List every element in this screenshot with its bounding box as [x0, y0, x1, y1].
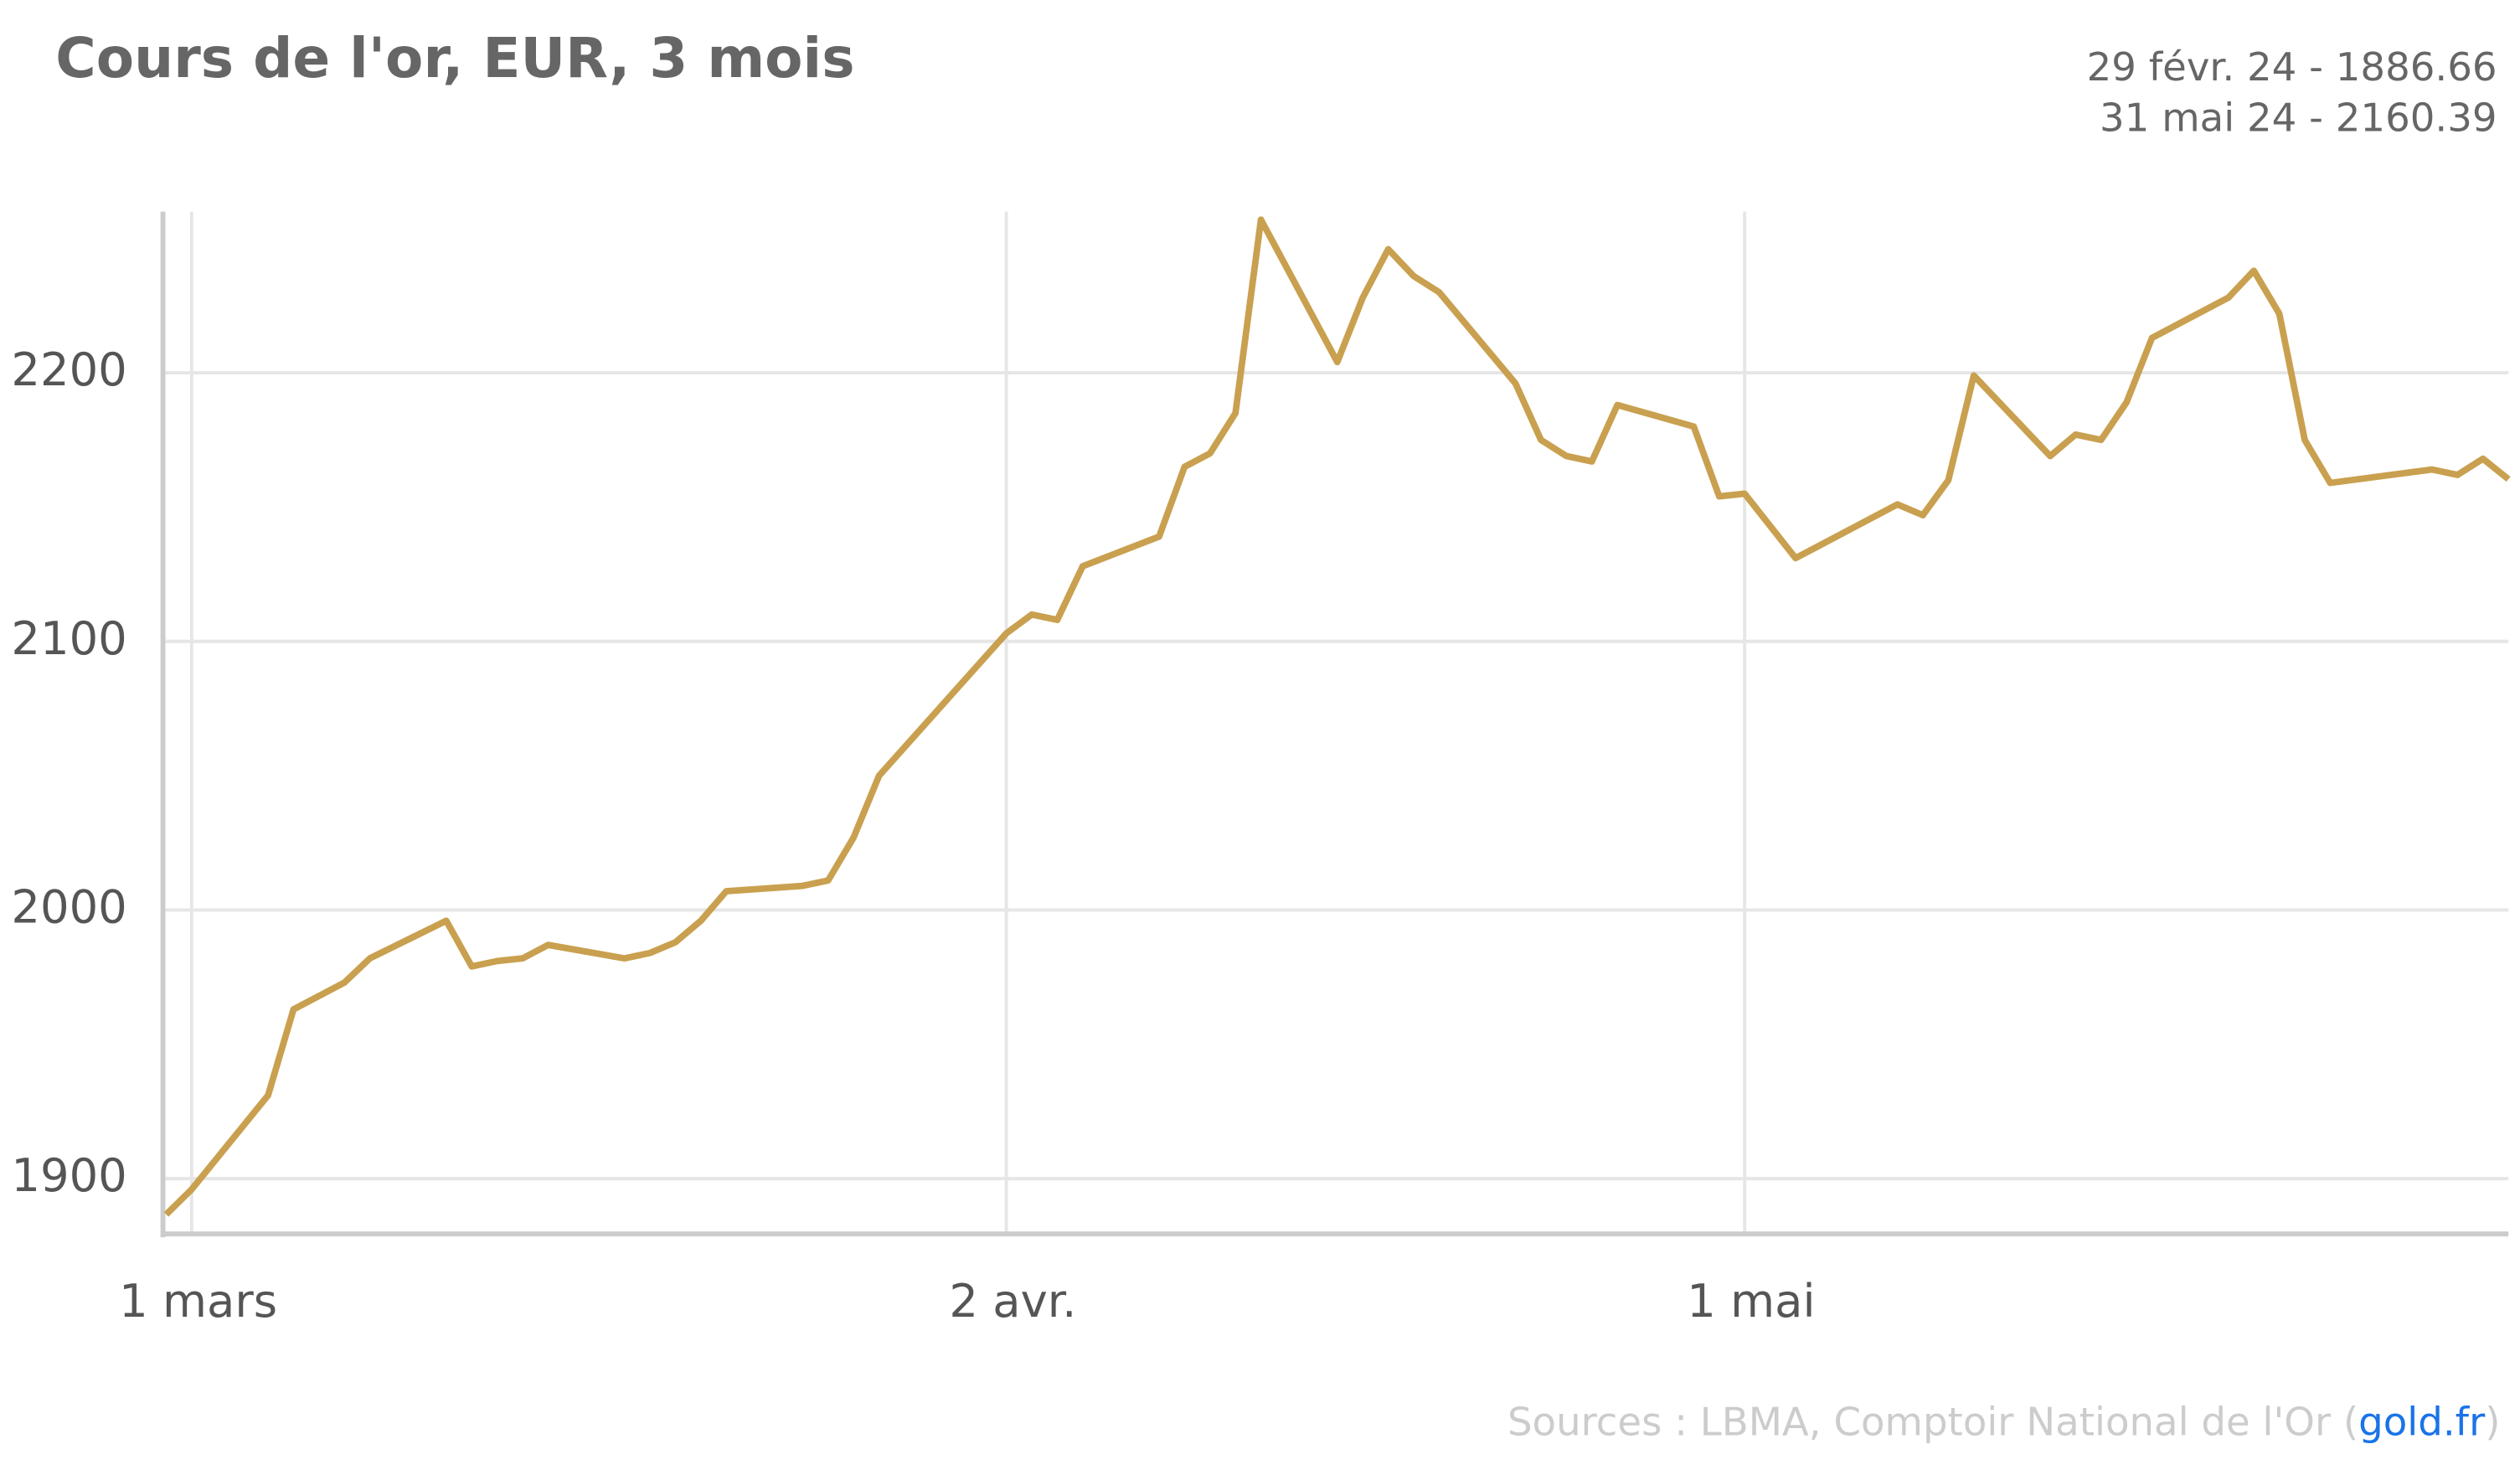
x-tick-label: 2 avr.	[949, 1274, 1076, 1328]
x-tick-label: 1 mars	[119, 1274, 277, 1328]
source-link[interactable]: gold.fr	[2358, 1399, 2486, 1444]
subtitle: 31 mai 24 - 2160.39	[2100, 95, 2497, 140]
source-text: Sources : LBMA, Comptoir National de l'O…	[1507, 1399, 2358, 1444]
source-text: )	[2485, 1399, 2500, 1444]
y-tick-label: 2000	[11, 880, 126, 934]
chart-title: Cours de l'or, EUR, 3 mois	[55, 26, 854, 90]
x-tick-label: 1 mai	[1687, 1274, 1815, 1328]
source: Sources : LBMA, Comptoir National de l'O…	[1507, 1399, 2500, 1444]
y-tick-label: 2200	[11, 343, 126, 396]
line	[163, 216, 2511, 1217]
y-tick-label: 2100	[11, 611, 126, 665]
y-tick-label: 1900	[11, 1148, 126, 1202]
subtitle: 29 févr. 24 - 1886.66	[2087, 44, 2497, 90]
